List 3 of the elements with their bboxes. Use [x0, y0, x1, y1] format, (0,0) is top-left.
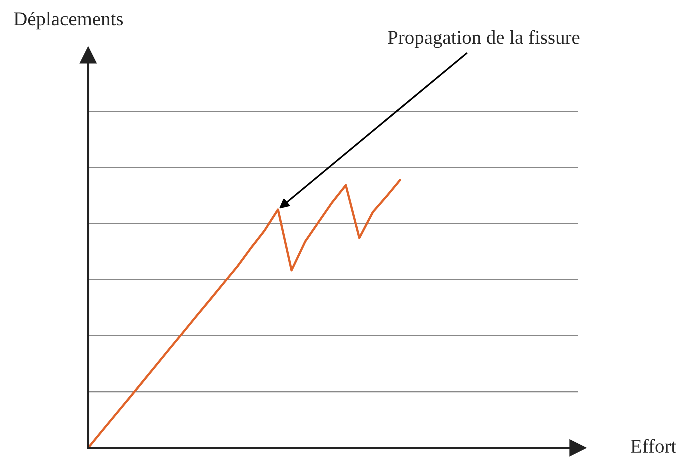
text: Propagation de la fissure	[388, 30, 580, 48]
text: Effort	[631, 439, 676, 454]
text: Déplacements	[14, 12, 124, 30]
